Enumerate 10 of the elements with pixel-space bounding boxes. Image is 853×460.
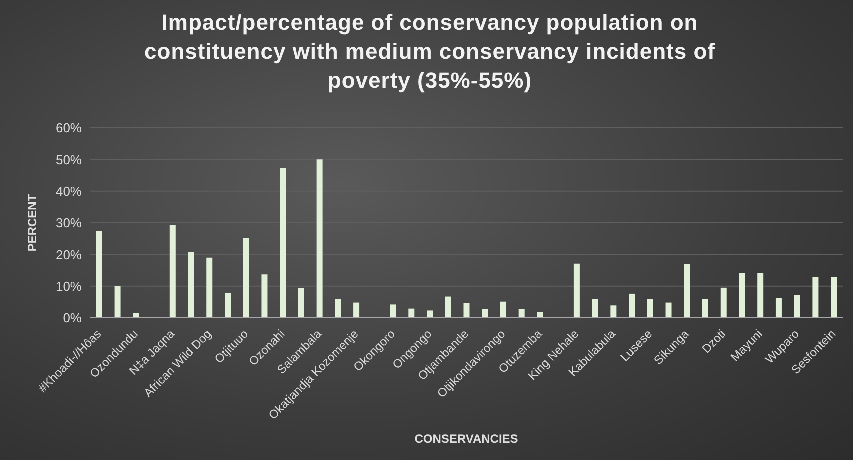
y-tick-label: 40% [56,184,82,199]
y-tick-label: 10% [56,278,82,294]
y-tick-label: 0% [63,310,82,326]
y-tick-label: 50% [56,152,82,168]
x-axis-title: CONSERVANCIES [414,432,518,446]
chart-title: Impact/percentage of conservancy population on constituency with medium conservancy incidents of poverty (35%-55%) [144,9,716,95]
y-tick-label: 30% [56,216,82,231]
y-axis-title: PERCENT [25,194,40,252]
y-tick-label: 60% [56,120,82,136]
y-tick-label: 20% [56,247,82,262]
